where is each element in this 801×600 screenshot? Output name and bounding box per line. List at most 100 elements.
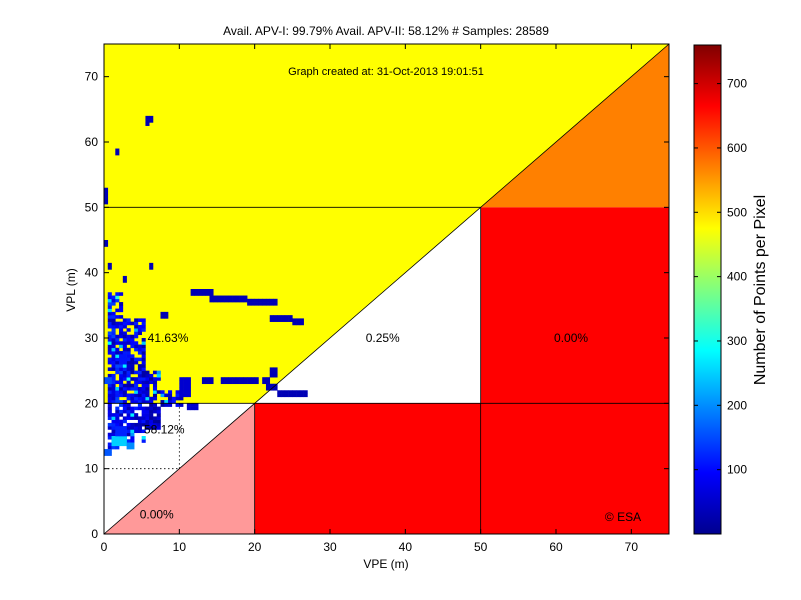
density-cell bbox=[224, 298, 229, 303]
density-cell bbox=[119, 390, 124, 394]
density-cell bbox=[111, 298, 116, 303]
density-cell bbox=[141, 416, 146, 420]
density-cell bbox=[179, 403, 184, 407]
density-cell bbox=[277, 390, 282, 394]
density-cell bbox=[115, 413, 120, 417]
density-cell bbox=[168, 390, 173, 394]
density-cell bbox=[149, 419, 154, 424]
density-cell bbox=[220, 295, 225, 300]
density-cell bbox=[104, 191, 109, 195]
density-cell bbox=[137, 367, 142, 371]
density-cell bbox=[119, 387, 124, 391]
density-cell bbox=[122, 360, 127, 365]
density-cell bbox=[145, 390, 150, 394]
colorbar-tick-label: 100 bbox=[727, 463, 747, 477]
y-tick-label: 30 bbox=[85, 331, 99, 345]
density-cell bbox=[186, 377, 191, 381]
density-cell bbox=[265, 302, 271, 306]
density-cell bbox=[115, 370, 120, 375]
density-cell bbox=[186, 387, 191, 391]
density-cell bbox=[134, 334, 139, 339]
density-cell bbox=[122, 334, 127, 339]
density-cell bbox=[122, 364, 127, 368]
density-cell bbox=[141, 344, 146, 349]
density-cell bbox=[171, 396, 176, 401]
density-cell bbox=[273, 370, 278, 375]
density-cell bbox=[130, 344, 135, 349]
density-cell bbox=[137, 344, 142, 349]
density-cell bbox=[104, 240, 109, 244]
density-cell bbox=[111, 334, 116, 339]
density-cell bbox=[194, 403, 199, 407]
density-cell bbox=[175, 396, 180, 401]
density-cell bbox=[137, 331, 142, 336]
density-cell bbox=[265, 298, 271, 303]
density-cell bbox=[239, 295, 244, 300]
region-percent-label: 58.12% bbox=[144, 422, 185, 436]
density-cell bbox=[111, 445, 116, 450]
density-cell bbox=[107, 416, 112, 420]
density-cell bbox=[141, 436, 146, 440]
x-tick-label: 40 bbox=[399, 540, 413, 554]
density-cell bbox=[107, 413, 112, 417]
region-patch-0 bbox=[104, 44, 669, 404]
density-cell bbox=[115, 436, 120, 440]
density-cell bbox=[122, 429, 127, 434]
density-cell bbox=[137, 328, 142, 332]
density-cell bbox=[107, 373, 112, 378]
density-cell bbox=[228, 377, 233, 381]
density-cell bbox=[122, 400, 127, 404]
density-cell bbox=[160, 400, 165, 404]
density-cell bbox=[201, 292, 206, 296]
density-cell bbox=[152, 390, 158, 394]
density-cell bbox=[130, 432, 135, 437]
density-cell bbox=[156, 406, 161, 411]
density-cell bbox=[119, 429, 124, 434]
density-cell bbox=[288, 318, 293, 322]
density-cell bbox=[107, 331, 112, 336]
density-cell bbox=[115, 406, 120, 411]
density-cell bbox=[156, 416, 161, 420]
density-cell bbox=[269, 373, 274, 378]
density-cell bbox=[137, 377, 142, 381]
x-tick-label: 60 bbox=[549, 540, 563, 554]
density-cell bbox=[107, 403, 112, 407]
density-cell bbox=[209, 380, 214, 385]
density-cell bbox=[217, 295, 222, 300]
density-cell bbox=[115, 338, 120, 342]
density-cell bbox=[134, 318, 139, 322]
density-cell bbox=[107, 357, 112, 362]
density-cell bbox=[107, 426, 112, 430]
density-cell bbox=[134, 324, 139, 329]
density-cell bbox=[119, 439, 124, 443]
density-cell bbox=[186, 390, 191, 394]
density-cell bbox=[119, 383, 124, 388]
density-cell bbox=[104, 449, 109, 453]
region-patch-2 bbox=[480, 207, 669, 404]
density-cell bbox=[152, 393, 158, 398]
density-cell bbox=[269, 383, 274, 388]
density-cell bbox=[122, 436, 127, 440]
density-cell bbox=[111, 311, 116, 316]
density-cell bbox=[156, 422, 161, 427]
density-cell bbox=[164, 403, 169, 407]
density-cell bbox=[122, 351, 127, 355]
density-cell bbox=[111, 429, 116, 434]
region-patches bbox=[104, 44, 669, 534]
density-cell bbox=[130, 367, 135, 371]
density-cell bbox=[122, 367, 127, 371]
density-cell bbox=[119, 351, 124, 355]
density-cell bbox=[122, 324, 127, 329]
colorbar-tick-label: 600 bbox=[727, 141, 747, 155]
density-cell bbox=[190, 292, 195, 296]
density-cell bbox=[126, 387, 131, 391]
density-cell bbox=[141, 318, 146, 322]
density-cell bbox=[115, 151, 120, 156]
density-cell bbox=[179, 377, 184, 381]
density-cell bbox=[119, 341, 124, 345]
density-cell bbox=[107, 338, 112, 342]
density-cell bbox=[186, 380, 191, 385]
density-cell bbox=[149, 426, 154, 430]
density-cells bbox=[104, 115, 308, 456]
colorbar-tick-label: 400 bbox=[727, 270, 747, 284]
